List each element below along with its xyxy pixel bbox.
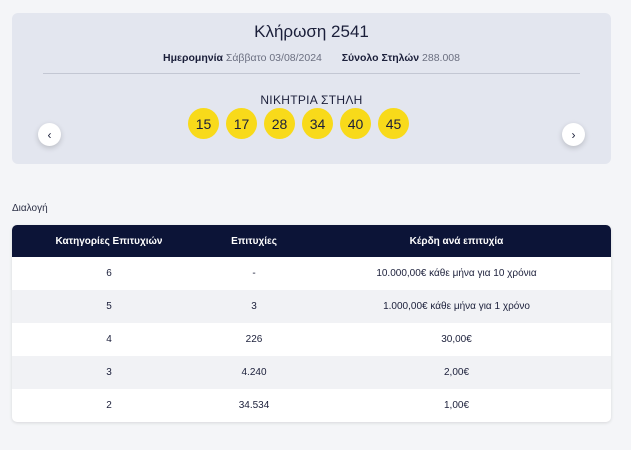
table-row: 2 34.534 1,00€ [12,389,611,422]
header-categories: Κατηγορίες Επιτυχιών [55,235,163,247]
table-row: 6 - 10.000,00€ κάθε μήνα για 10 χρόνια [12,257,611,290]
number-ball: 17 [226,108,257,139]
table-row: 3 4.240 2,00€ [12,356,611,389]
divider [43,73,580,74]
number-ball: 34 [302,108,333,139]
winning-numbers: 15 17 28 34 40 45 [188,108,409,139]
row-prize: 1.000,00€ κάθε μήνα για 1 χρόνο [383,301,530,312]
table-row: 5 3 1.000,00€ κάθε μήνα για 1 χρόνο [12,290,611,323]
columns-label: Σύνολο Στηλών [341,52,420,64]
winning-label: ΝΙΚΗΤΡΙΑ ΣΤΗΛΗ [260,93,363,107]
results-table: Κατηγορίες Επιτυχιών Επιτυχίες Κέρδη ανά… [12,225,611,422]
number-ball: 40 [340,108,371,139]
columns-value: 288.008 [422,52,460,64]
header-prize: Κέρδη ανά επιτυχία [409,235,504,247]
row-winners: 3 [251,301,257,312]
table-row: 4 226 30,00€ [12,323,611,356]
section-label: Διαλογή [12,203,48,214]
row-category: 5 [106,301,112,312]
row-winners: 226 [245,334,263,345]
row-prize: 10.000,00€ κάθε μήνα για 10 χρόνια [376,268,537,279]
draw-card: Κλήρωση 2541 Ημερομηνία Σάββατο 03/08/20… [12,13,611,164]
chevron-left-icon: ‹ [47,127,52,142]
next-draw-button[interactable]: › [562,123,585,146]
row-winners: 4.240 [241,367,267,378]
number-ball: 28 [264,108,295,139]
number-ball: 15 [188,108,219,139]
table-header: Κατηγορίες Επιτυχιών Επιτυχίες Κέρδη ανά… [12,225,611,257]
date-label: Ημερομηνία [163,52,223,64]
number-ball: 45 [378,108,409,139]
draw-title: Κλήρωση 2541 [254,22,369,41]
row-prize: 1,00€ [443,400,470,411]
row-category: 3 [106,367,112,378]
date-value: Σάββατο 03/08/2024 [225,52,322,64]
chevron-right-icon: › [571,127,576,142]
prev-draw-button[interactable]: ‹ [38,123,61,146]
header-winners: Επιτυχίες [231,235,277,247]
row-category: 4 [106,334,112,345]
row-prize: 30,00€ [441,334,472,345]
row-winners: 34.534 [238,400,270,411]
row-category: 6 [106,268,112,279]
row-prize: 2,00€ [443,367,470,378]
row-category: 2 [106,400,112,411]
row-winners: - [252,268,256,279]
draw-meta: Ημερομηνία Σάββατο 03/08/2024 Σύνολο Στη… [12,52,611,64]
